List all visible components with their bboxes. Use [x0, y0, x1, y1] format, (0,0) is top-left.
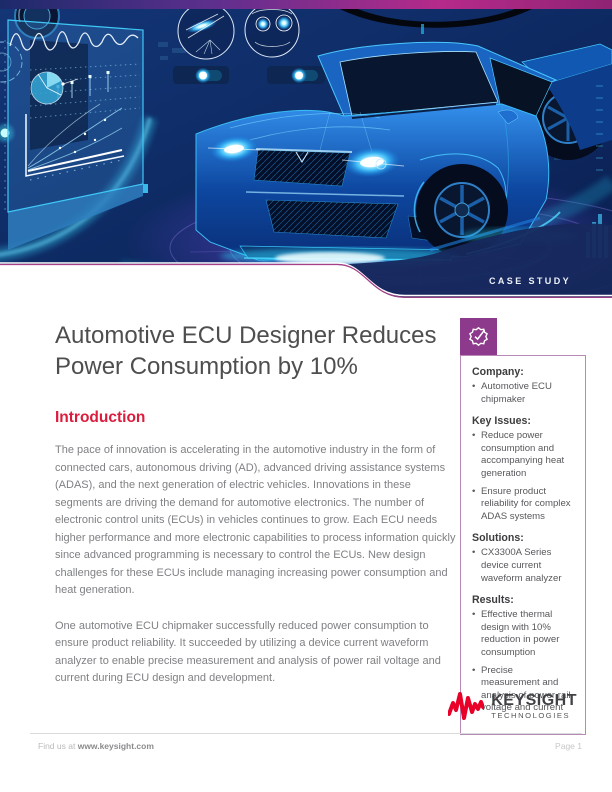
article: Automotive ECU Designer Reduces Power Co…	[55, 321, 460, 706]
page-title: Automotive ECU Designer Reduces Power Co…	[55, 322, 437, 380]
list-item: Automotive ECU chipmaker	[472, 381, 574, 406]
list-item: CX3300A Series device current waveform a…	[472, 547, 574, 585]
section-heading-company: Company:	[472, 366, 524, 378]
badge-check-icon	[460, 318, 497, 355]
find-us-text: Find us at www.keysight.com	[38, 741, 154, 751]
body-paragraph: One automotive ECU chipmaker successfull…	[55, 619, 441, 685]
keysight-logo-icon	[448, 692, 485, 720]
summary-card: Company: Automotive ECU chipmaker Key Is…	[460, 318, 586, 735]
website-link[interactable]: www.keysight.com	[77, 741, 154, 751]
footer: Find us at www.keysight.com Page 1	[30, 733, 582, 751]
keysight-logo: KEYSIGHT TECHNOLOGIES	[448, 690, 577, 722]
list-item: Ensure product reliability for complex A…	[472, 486, 574, 524]
list-item: Reduce power consumption and accompanyin…	[472, 430, 574, 480]
section-heading-key-issues: Key Issues:	[472, 415, 531, 428]
body-paragraph: The pace of innovation is accelerating i…	[55, 444, 456, 596]
case-study-label: CASE STUDY	[489, 276, 572, 286]
logo-brand-text: KEYSIGHT	[491, 691, 577, 709]
hero-illustration	[0, 0, 612, 300]
list-item: Precise measurement and analysis of powe…	[472, 665, 574, 715]
logo-sub-text: TECHNOLOGIES	[491, 710, 571, 720]
list-item: Effective thermal design with 10% reduct…	[472, 609, 574, 659]
section-heading-solutions: Solutions:	[472, 532, 524, 545]
section-heading-results: Results:	[472, 594, 514, 607]
summary-card-box: Company: Automotive ECU chipmaker Key Is…	[460, 355, 586, 735]
page-number: Page 1	[555, 741, 582, 751]
hero-image: CASE STUDY	[0, 0, 612, 300]
intro-heading: Introduction	[55, 409, 146, 426]
